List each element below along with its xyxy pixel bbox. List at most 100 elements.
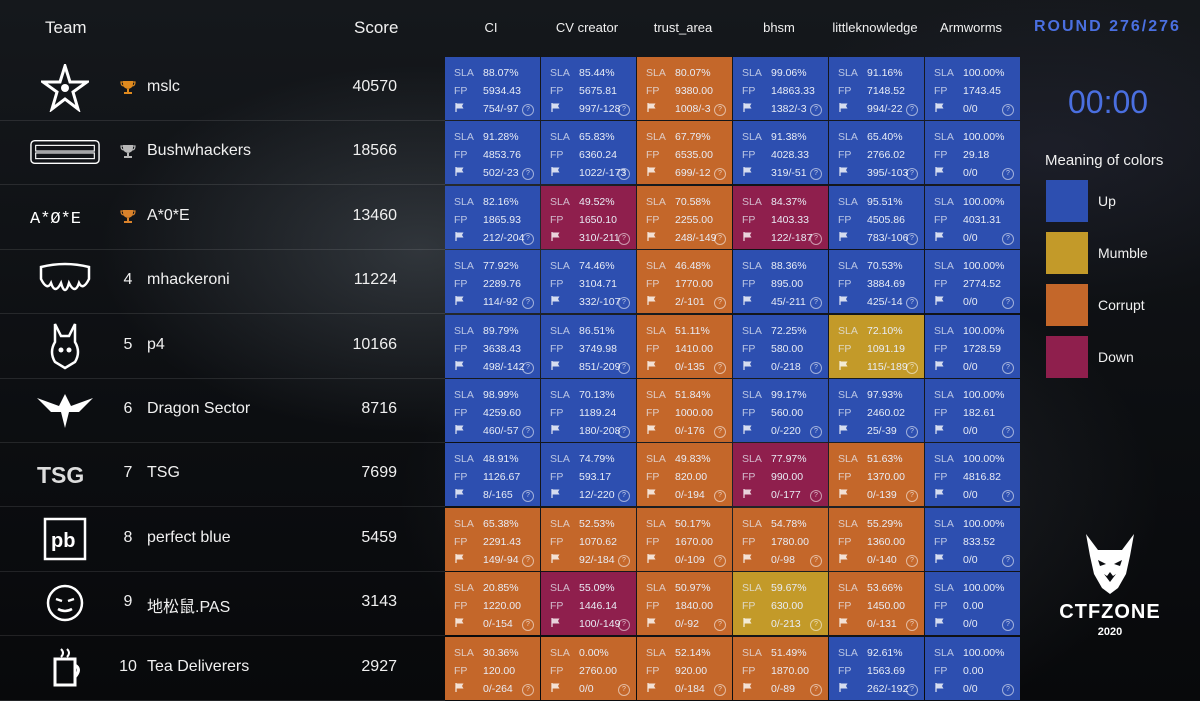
service-cell[interactable]: SLA 91.16% FP 7148.52 994/-22? [829, 57, 924, 120]
service-cell[interactable]: SLA 54.78% FP 1780.00 0/-98? [733, 507, 828, 571]
help-icon[interactable]: ? [522, 168, 534, 181]
help-icon[interactable]: ? [906, 104, 918, 116]
service-cell[interactable]: SLA 77.97% FP 990.00 0/-177? [733, 443, 828, 507]
help-icon[interactable]: ? [522, 104, 534, 116]
service-cell[interactable]: SLA 70.13% FP 1189.24 180/-208? [541, 379, 636, 442]
help-icon[interactable]: ? [714, 619, 726, 632]
help-icon[interactable]: ? [522, 426, 534, 438]
service-cell[interactable]: SLA 59.67% FP 630.00 0/-213? [733, 572, 828, 636]
help-icon[interactable]: ? [1002, 297, 1014, 310]
help-icon[interactable]: ? [906, 554, 918, 567]
service-cell[interactable]: SLA 100.00% FP 182.61 0/0? [925, 379, 1020, 442]
help-icon[interactable]: ? [810, 104, 822, 116]
help-icon[interactable]: ? [1002, 490, 1014, 503]
help-icon[interactable]: ? [618, 232, 630, 245]
service-cell[interactable]: SLA 20.85% FP 1220.00 0/-154? [445, 572, 540, 636]
help-icon[interactable]: ? [714, 490, 726, 503]
help-icon[interactable]: ? [618, 554, 630, 567]
service-cell[interactable]: SLA 97.93% FP 2460.02 25/-39? [829, 379, 924, 442]
help-icon[interactable]: ? [906, 361, 918, 374]
help-icon[interactable]: ? [618, 619, 630, 632]
service-cell[interactable]: SLA 50.17% FP 1670.00 0/-109? [637, 507, 732, 571]
service-cell[interactable]: SLA 0.00% FP 2760.00 0/0? [541, 636, 636, 700]
service-cell[interactable]: SLA 46.48% FP 1770.00 2/-101? [637, 250, 732, 314]
help-icon[interactable]: ? [906, 168, 918, 181]
service-cell[interactable]: SLA 80.07% FP 9380.00 1008/-3? [637, 57, 732, 120]
service-cell[interactable]: SLA 84.37% FP 1403.33 122/-187? [733, 185, 828, 249]
help-icon[interactable]: ? [810, 168, 822, 181]
help-icon[interactable]: ? [618, 683, 630, 696]
help-icon[interactable]: ? [714, 426, 726, 438]
help-icon[interactable]: ? [1002, 683, 1014, 696]
help-icon[interactable]: ? [522, 232, 534, 245]
service-cell[interactable]: SLA 85.44% FP 5675.81 997/-128? [541, 57, 636, 120]
help-icon[interactable]: ? [522, 297, 534, 310]
service-cell[interactable]: SLA 55.09% FP 1446.14 100/-149? [541, 572, 636, 636]
service-cell[interactable]: SLA 51.63% FP 1370.00 0/-139? [829, 443, 924, 507]
service-cell[interactable]: SLA 72.25% FP 580.00 0/-218? [733, 314, 828, 378]
service-cell[interactable]: SLA 82.16% FP 1865.93 212/-204? [445, 185, 540, 249]
service-cell[interactable]: SLA 100.00% FP 4816.82 0/0? [925, 443, 1020, 507]
service-cell[interactable]: SLA 72.10% FP 1091.19 115/-189? [829, 314, 924, 378]
service-cell[interactable]: SLA 77.92% FP 2289.76 114/-92? [445, 250, 540, 314]
help-icon[interactable]: ? [906, 619, 918, 632]
service-cell[interactable]: SLA 100.00% FP 4031.31 0/0? [925, 185, 1020, 249]
service-cell[interactable]: SLA 100.00% FP 2774.52 0/0? [925, 250, 1020, 314]
help-icon[interactable]: ? [618, 490, 630, 503]
help-icon[interactable]: ? [906, 490, 918, 503]
help-icon[interactable]: ? [810, 683, 822, 696]
help-icon[interactable]: ? [522, 683, 534, 696]
help-icon[interactable]: ? [522, 361, 534, 374]
service-cell[interactable]: SLA 88.36% FP 895.00 45/-211? [733, 250, 828, 314]
service-cell[interactable]: SLA 65.38% FP 2291.43 149/-94? [445, 507, 540, 571]
service-cell[interactable]: SLA 50.97% FP 1840.00 0/-92? [637, 572, 732, 636]
service-cell[interactable]: SLA 89.79% FP 3638.43 498/-142? [445, 314, 540, 378]
service-cell[interactable]: SLA 51.49% FP 1870.00 0/-89? [733, 636, 828, 700]
help-icon[interactable]: ? [810, 619, 822, 632]
help-icon[interactable]: ? [810, 297, 822, 310]
help-icon[interactable]: ? [810, 490, 822, 503]
service-cell[interactable]: SLA 65.83% FP 6360.24 1022/-173? [541, 121, 636, 185]
help-icon[interactable]: ? [1002, 232, 1014, 245]
help-icon[interactable]: ? [714, 168, 726, 181]
service-cell[interactable]: SLA 100.00% FP 0.00 0/0? [925, 572, 1020, 636]
help-icon[interactable]: ? [618, 104, 630, 116]
service-cell[interactable]: SLA 99.17% FP 560.00 0/-220? [733, 379, 828, 442]
service-cell[interactable]: SLA 51.84% FP 1000.00 0/-176? [637, 379, 732, 442]
help-icon[interactable]: ? [618, 297, 630, 310]
service-cell[interactable]: SLA 100.00% FP 0.00 0/0? [925, 636, 1020, 700]
help-icon[interactable]: ? [522, 619, 534, 632]
help-icon[interactable]: ? [714, 297, 726, 310]
service-cell[interactable]: SLA 92.61% FP 1563.69 262/-192? [829, 636, 924, 700]
help-icon[interactable]: ? [810, 554, 822, 567]
help-icon[interactable]: ? [714, 683, 726, 696]
help-icon[interactable]: ? [906, 426, 918, 438]
service-cell[interactable]: SLA 67.79% FP 6535.00 699/-12? [637, 121, 732, 185]
help-icon[interactable]: ? [714, 232, 726, 245]
service-cell[interactable]: SLA 95.51% FP 4505.86 783/-106? [829, 185, 924, 249]
service-cell[interactable]: SLA 99.06% FP 14863.33 1382/-3? [733, 57, 828, 120]
service-cell[interactable]: SLA 53.66% FP 1450.00 0/-131? [829, 572, 924, 636]
service-cell[interactable]: SLA 74.46% FP 3104.71 332/-107? [541, 250, 636, 314]
help-icon[interactable]: ? [522, 554, 534, 567]
service-cell[interactable]: SLA 98.99% FP 4259.60 460/-57? [445, 379, 540, 442]
help-icon[interactable]: ? [1002, 619, 1014, 632]
service-cell[interactable]: SLA 30.36% FP 120.00 0/-264? [445, 636, 540, 700]
help-icon[interactable]: ? [1002, 426, 1014, 438]
service-cell[interactable]: SLA 70.58% FP 2255.00 248/-149? [637, 185, 732, 249]
service-cell[interactable]: SLA 48.91% FP 1126.67 8/-165? [445, 443, 540, 507]
service-cell[interactable]: SLA 49.52% FP 1650.10 310/-211? [541, 185, 636, 249]
help-icon[interactable]: ? [1002, 168, 1014, 181]
help-icon[interactable]: ? [906, 232, 918, 245]
help-icon[interactable]: ? [522, 490, 534, 503]
service-cell[interactable]: SLA 86.51% FP 3749.98 851/-209? [541, 314, 636, 378]
service-cell[interactable]: SLA 65.40% FP 2766.02 395/-103? [829, 121, 924, 185]
help-icon[interactable]: ? [810, 232, 822, 245]
service-cell[interactable]: SLA 100.00% FP 833.52 0/0? [925, 507, 1020, 571]
service-cell[interactable]: SLA 74.79% FP 593.17 12/-220? [541, 443, 636, 507]
help-icon[interactable]: ? [1002, 361, 1014, 374]
help-icon[interactable]: ? [906, 683, 918, 696]
service-cell[interactable]: SLA 55.29% FP 1360.00 0/-140? [829, 507, 924, 571]
service-cell[interactable]: SLA 91.38% FP 4028.33 319/-51? [733, 121, 828, 185]
service-cell[interactable]: SLA 52.53% FP 1070.62 92/-184? [541, 507, 636, 571]
